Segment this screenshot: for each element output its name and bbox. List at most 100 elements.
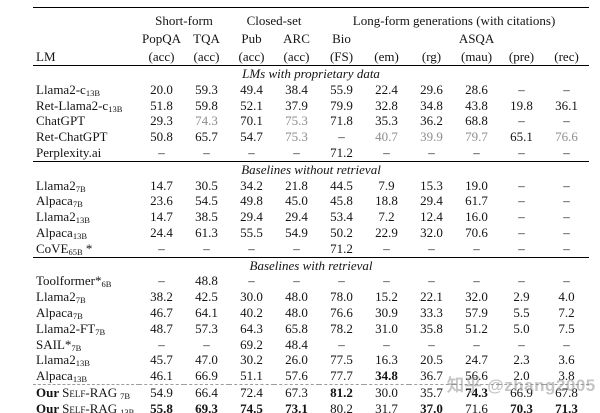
model-label: Llama213B	[33, 209, 139, 225]
metric-cell: 43.8	[465, 97, 488, 113]
metric-cell: 78.2	[330, 320, 353, 336]
table-row: Ret-Llama2-c13B 51.8 59.8 52.1 37.9 79.9 32.8 3…	[33, 98, 589, 114]
model-name: Llama2	[36, 352, 76, 368]
metric-cell: 50.2	[330, 225, 353, 241]
metric-cell: 24.4	[150, 225, 173, 241]
metric-cell: –	[338, 129, 345, 145]
table-row: Llama2-FT7B 48.7 57.3 64.3 65.8 78.2 31.0 35.8 5…	[33, 321, 589, 337]
model-name: Alpaca	[36, 193, 73, 209]
metric-cell: 46.1	[150, 368, 173, 384]
unit-em: (em)	[374, 49, 399, 65]
metric-cell: 49.8	[240, 193, 263, 209]
model-label: Our Self-RAG 7B	[33, 383, 139, 401]
model-label: Llama27B	[33, 289, 139, 305]
model-label: CoVE65B *	[36, 240, 93, 257]
model-label: Llama2-FT7B	[33, 321, 139, 337]
metric-cell: 37.9	[285, 97, 308, 113]
model-size-subscript: 13B	[75, 215, 90, 226]
group-header-long-form: Long-form generations (with citations)	[319, 7, 590, 29]
metric-cell: –	[563, 240, 570, 256]
metric-cell: –	[428, 273, 435, 289]
metric-cell: 79.9	[330, 97, 353, 113]
metric-cell: 2.0	[513, 368, 530, 384]
metric-cell: 50.8	[150, 129, 173, 145]
metric-cell: 52.1	[240, 97, 263, 113]
table-row: Ret-ChatGPT 50.8 65.7 54.7 75.3 – 40.7 39.9 79.7…	[33, 129, 589, 145]
metric-cell: 34.8	[420, 97, 443, 113]
model-label: Alpaca13B	[33, 225, 139, 241]
model-name: Toolformer*	[36, 273, 102, 289]
model-size-subscript: 7B	[95, 326, 106, 337]
metric-cell: –	[428, 240, 435, 256]
metric-cell: –	[518, 145, 525, 161]
metric-unit-row: LM (acc) (acc) (acc) (acc) (FS) (em) (rg…	[33, 47, 589, 66]
metric-cell: 68.8	[465, 113, 488, 129]
metric-cell: 45.8	[330, 193, 353, 209]
model-size-subscript: 13B	[108, 103, 123, 114]
metric-cell: 48.0	[285, 289, 308, 305]
model-label: Ret-ChatGPT	[33, 129, 139, 145]
metric-cell: 18.8	[375, 193, 398, 209]
metric-cell: 24.7	[465, 352, 488, 368]
table-row: Llama213B 14.7 38.5 29.4 29.4 53.4 7.2 12.4 16.0…	[33, 209, 589, 225]
model-label: Our Self-RAG 13B	[33, 400, 139, 413]
metric-name-tqa: TQA	[193, 31, 220, 47]
model-name: Alpaca	[36, 305, 73, 321]
metric-name-asqa: ASQA	[458, 31, 495, 47]
table-row: Alpaca13B 24.4 61.3 55.5 54.9 50.2 22.9 32.0 70.…	[33, 225, 589, 241]
table-row: Toolformer*6B – 48.8 – – – – – – – –	[33, 273, 589, 289]
metric-cell: 26.0	[285, 352, 308, 368]
metric-name-pub: Pub	[241, 31, 262, 47]
metric-cell: 7.2	[558, 305, 575, 321]
metric-cell: –	[518, 225, 525, 241]
metric-cell: 20.5	[420, 352, 443, 368]
metric-cell: 48.4	[285, 336, 308, 352]
model-label: Alpaca13B	[33, 368, 139, 384]
metric-cell: 66.4	[184, 383, 229, 401]
metric-cell: 55.8	[139, 400, 184, 413]
model-size-subscript: 13B	[85, 87, 100, 98]
metric-name-popqa: PopQA	[141, 31, 181, 47]
section-heading: LMs with proprietary data	[33, 64, 590, 82]
metric-cell: 31.0	[375, 320, 398, 336]
metric-cell: 45.7	[150, 352, 173, 368]
metric-cell: 51.1	[240, 368, 263, 384]
model-label: Toolformer*6B	[33, 273, 139, 289]
metric-cell: 54.7	[240, 129, 263, 145]
metric-cell: 70.1	[240, 113, 263, 129]
metric-cell: –	[473, 145, 480, 161]
metric-cell: 59.8	[195, 97, 218, 113]
metric-cell: 32.8	[375, 97, 398, 113]
metric-cell: 5.5	[513, 305, 530, 321]
metric-cell: 74.3	[195, 113, 218, 129]
metric-cell: 61.3	[195, 225, 218, 241]
metric-cell: 65.8	[285, 320, 308, 336]
metric-cell: –	[248, 145, 255, 161]
model-label: ChatGPT	[33, 113, 139, 129]
metric-cell: 29.6	[420, 81, 443, 97]
metric-cell: –	[158, 336, 165, 352]
unit-pre: (pre)	[508, 49, 535, 65]
metric-cell: 30.0	[240, 289, 263, 305]
metric-cell: –	[383, 145, 390, 161]
model-name: SAIL*	[36, 336, 72, 352]
metric-cell: 77.7	[330, 368, 353, 384]
unit-pub-acc: (acc)	[238, 49, 265, 65]
metric-cell: 59.3	[195, 81, 218, 97]
model-name: Llama2-c	[36, 81, 86, 97]
model-size-subscript: 7B	[71, 342, 82, 353]
model-label: Llama2-c13B	[33, 82, 139, 98]
metric-cell: 77.5	[330, 352, 353, 368]
metric-cell: 79.7	[465, 129, 488, 145]
model-label: Llama213B	[33, 352, 139, 368]
metric-cell: 31.7	[364, 400, 410, 413]
metric-cell: –	[293, 145, 300, 161]
metric-cell: 55.9	[330, 81, 353, 97]
metric-cell: 36.7	[420, 368, 443, 384]
model-name: Llama2	[36, 209, 76, 225]
metric-cell: –	[563, 193, 570, 209]
metric-cell: –	[473, 240, 480, 256]
model-label: Ret-Llama2-c13B	[33, 98, 139, 114]
metric-cell: 65.7	[195, 129, 218, 145]
metric-cell: 71.2	[330, 145, 353, 161]
